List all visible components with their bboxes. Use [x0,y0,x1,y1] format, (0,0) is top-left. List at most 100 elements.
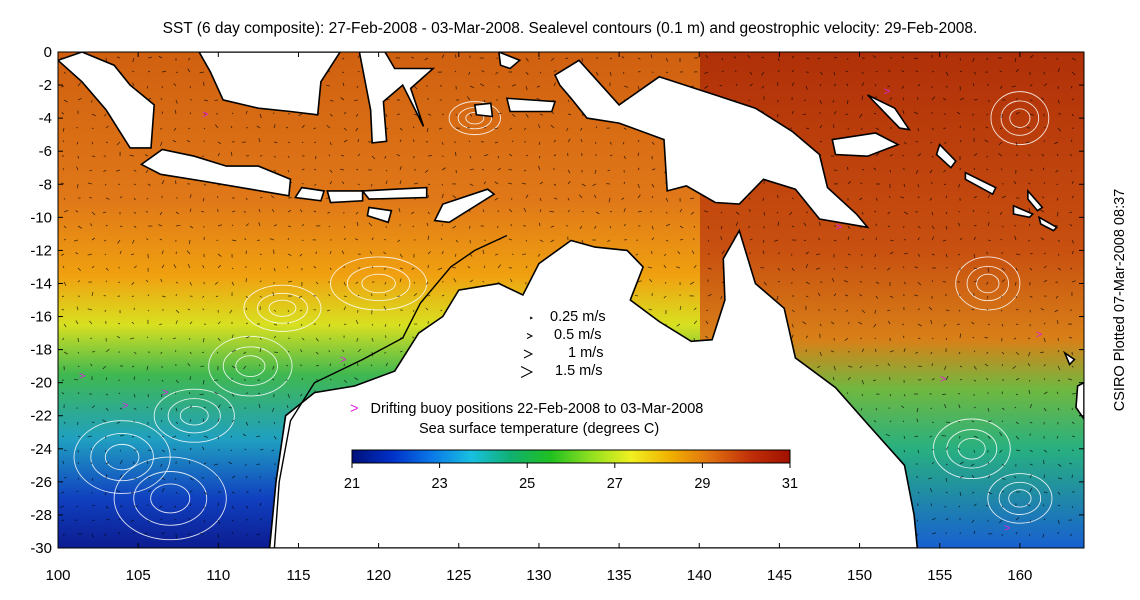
velocity-vector [1001,420,1004,423]
velocity-vector [707,239,710,242]
velocity-vector [159,323,163,325]
buoy-marker: > [79,370,85,382]
velocity-vector [483,127,487,129]
velocity-vector [693,225,696,228]
velocity-vector [845,70,849,73]
velocity-vector [914,435,919,438]
velocity-vector [1057,463,1062,467]
velocity-vector [200,365,205,367]
velocity-vector [287,280,293,283]
velocity-vector [399,139,402,143]
velocity-vector [860,407,863,411]
velocity-vector [189,419,192,423]
velocity-vector [357,54,360,59]
sealevel-contour [1000,100,1040,136]
velocity-vector [903,281,907,285]
velocity-vector [287,155,290,158]
velocity-vector [957,253,961,256]
velocity-vector [63,197,66,200]
velocity-vector [1015,517,1020,521]
velocity-vector [76,166,79,171]
velocity-vector [595,141,597,144]
velocity-vector [147,183,151,186]
velocity-vector [819,71,824,75]
velocity-vector [301,337,305,341]
velocity-vector [245,307,247,311]
velocity-vector [76,306,79,311]
velocity-vector [299,253,303,257]
velocity-vector [510,224,513,227]
velocity-vector [298,113,303,116]
velocity-vector [147,70,151,73]
velocity-vector [805,85,808,90]
velocity-vector [539,209,542,213]
velocity-key-label: 1 m/s [568,345,604,361]
velocity-vector [985,126,989,129]
velocity-vector [105,407,109,411]
velocity-vector [189,337,191,341]
velocity-vector [944,505,947,508]
velocity-vector [999,70,1003,73]
velocity-vector [173,83,177,87]
velocity-vector [383,267,387,270]
velocity-vector [188,239,191,245]
velocity-vector [609,225,612,229]
velocity-vector [930,319,933,325]
velocity-vector [286,405,289,409]
velocity-vector [385,113,388,117]
velocity-vector [553,82,556,87]
velocity-vector [973,224,977,227]
velocity-vector [287,237,290,241]
velocity-vector [258,222,261,227]
velocity-vector [1043,126,1046,129]
velocity-vector [875,295,879,299]
velocity-vector [340,97,345,101]
velocity-vector [424,169,429,173]
velocity-vector [398,323,401,327]
velocity-vector [440,309,443,312]
velocity-vector [228,406,233,409]
velocity-vector [399,166,402,171]
velocity-vector [847,166,849,171]
velocity-vector [469,183,474,187]
velocity-vector [230,435,233,438]
velocity-vector [651,250,653,255]
velocity-vector [538,155,541,159]
velocity-vector [384,281,387,285]
velocity-vector [357,139,360,143]
velocity-vector [467,266,471,269]
velocity-vector [720,236,723,241]
velocity-vector [1026,503,1031,507]
velocity-vector [1029,463,1033,466]
velocity-vector [343,379,348,383]
velocity-vector [957,393,961,395]
velocity-vector [1071,57,1077,61]
velocity-vector [231,519,234,522]
velocity-vector [189,351,192,355]
velocity-vector [973,449,976,453]
velocity-vector [425,307,429,311]
velocity-vector [791,253,793,256]
velocity-vector [272,292,275,297]
velocity-vector [118,183,121,185]
velocity-vector [817,365,821,369]
velocity-vector [105,267,109,271]
velocity-vector [973,167,976,171]
velocity-vector [1057,153,1059,157]
velocity-vector [832,99,835,103]
velocity-vector [1055,169,1059,173]
velocity-vector [931,378,935,381]
velocity-vector [607,169,611,172]
velocity-vector [189,490,193,493]
velocity-vector [887,225,891,228]
velocity-vector [160,337,163,340]
velocity-vector [861,309,866,314]
velocity-vector [301,183,304,185]
velocity-vector [105,377,108,381]
velocity-vector [245,295,249,299]
velocity-vector [189,405,193,409]
velocity-vector [973,196,977,199]
velocity-vector [1071,251,1074,255]
velocity-vector [61,392,65,395]
land-polygon [553,59,870,229]
